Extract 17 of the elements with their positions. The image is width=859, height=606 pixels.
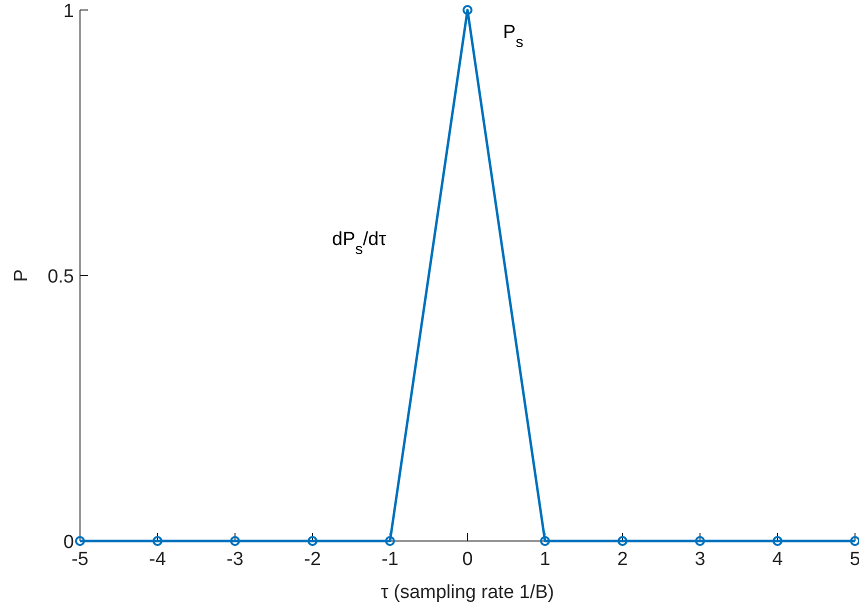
x-tick-label: -5 <box>72 549 88 570</box>
y-tick-label: 1 <box>63 1 74 22</box>
x-tick-label: -3 <box>226 549 244 570</box>
x-tick-label: 4 <box>772 549 784 570</box>
y-tick-label: 0 <box>63 532 74 553</box>
annotation: P$_{s}$ <box>503 22 524 50</box>
x-tick-label: 0 <box>462 549 473 570</box>
x-tick-label: -4 <box>149 549 166 570</box>
x-axis-title: τ (sampling rate 1/B) <box>380 582 554 603</box>
y-axis-title: P <box>11 269 32 282</box>
x-tick-label: -2 <box>304 549 321 570</box>
annotation: dP$_{s}$/dτ <box>332 229 387 258</box>
x-tick-label: 2 <box>617 549 628 570</box>
y-tick-label: 0.5 <box>48 266 74 288</box>
x-tick-label: 1 <box>540 549 550 570</box>
x-tick-label: -1 <box>382 549 398 570</box>
x-tick-label: 3 <box>694 549 706 570</box>
